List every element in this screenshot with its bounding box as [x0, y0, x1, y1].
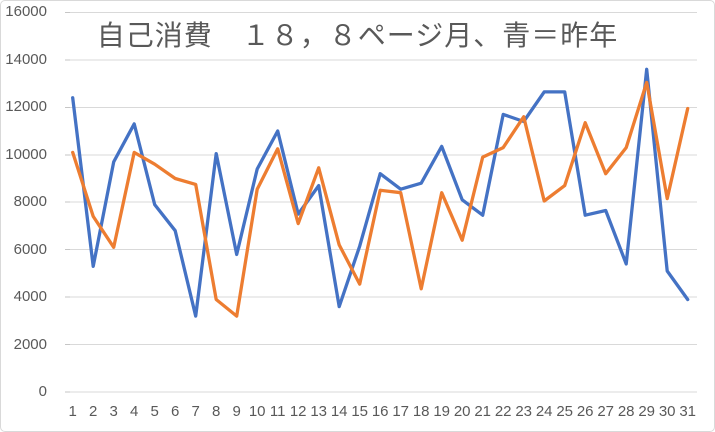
- x-axis-label: 4: [130, 403, 139, 420]
- x-axis-label: 26: [576, 403, 594, 420]
- gridlines: [69, 11, 697, 393]
- y-axis-label: 6000: [13, 240, 47, 258]
- y-axis-label: 10000: [5, 145, 47, 163]
- y-axis-label: 14000: [5, 50, 47, 68]
- x-axis-label: 21: [474, 403, 492, 420]
- x-axis-label: 9: [232, 403, 241, 420]
- y-axis-label: 16000: [5, 3, 47, 21]
- x-axis-label: 20: [453, 403, 471, 420]
- x-axis-label: 2: [89, 403, 98, 420]
- x-axis-label: 14: [330, 403, 348, 420]
- x-axis-label: 6: [171, 403, 180, 420]
- x-axis-label: 13: [310, 403, 328, 420]
- y-axis-label: 4000: [13, 288, 47, 306]
- y-axis-label: 2000: [13, 335, 47, 353]
- chart-title: 自己消費 １８，８ページ月、青＝昨年: [96, 20, 619, 51]
- x-axis-label: 27: [597, 403, 615, 420]
- x-axis-label: 8: [212, 403, 221, 420]
- y-axis-label: 12000: [5, 98, 47, 116]
- x-axis-label: 12: [289, 403, 307, 420]
- x-axis-label: 1: [68, 403, 77, 420]
- x-axis-label: 16: [371, 403, 389, 420]
- x-axis-label: 7: [191, 403, 200, 420]
- y-axis-label: 0: [38, 383, 47, 400]
- y-axis-label: 8000: [13, 193, 47, 211]
- x-axis-label: 3: [109, 403, 118, 420]
- x-axis-label: 17: [392, 403, 410, 420]
- series-line-blue: [71, 67, 690, 318]
- x-axis-label: 22: [494, 403, 512, 420]
- x-axis-label: 19: [433, 403, 451, 420]
- x-axis-label: 25: [556, 403, 574, 420]
- x-axis-label: 31: [679, 403, 697, 420]
- x-axis-label: 23: [515, 403, 533, 420]
- x-axis-label: 18: [412, 403, 430, 420]
- x-axis-label: 24: [535, 403, 553, 420]
- x-axis-label: 15: [351, 403, 369, 420]
- y-axis-ticks: [65, 11, 70, 393]
- x-axis-label: 29: [638, 403, 656, 420]
- x-axis-label: 10: [248, 403, 266, 420]
- x-axis-label: 28: [617, 403, 635, 420]
- series-lines: [71, 67, 690, 318]
- series-line-orange: [71, 80, 690, 318]
- x-axis-label: 5: [150, 403, 159, 420]
- x-axis-label: 30: [658, 403, 676, 420]
- x-axis-label: 11: [269, 403, 286, 420]
